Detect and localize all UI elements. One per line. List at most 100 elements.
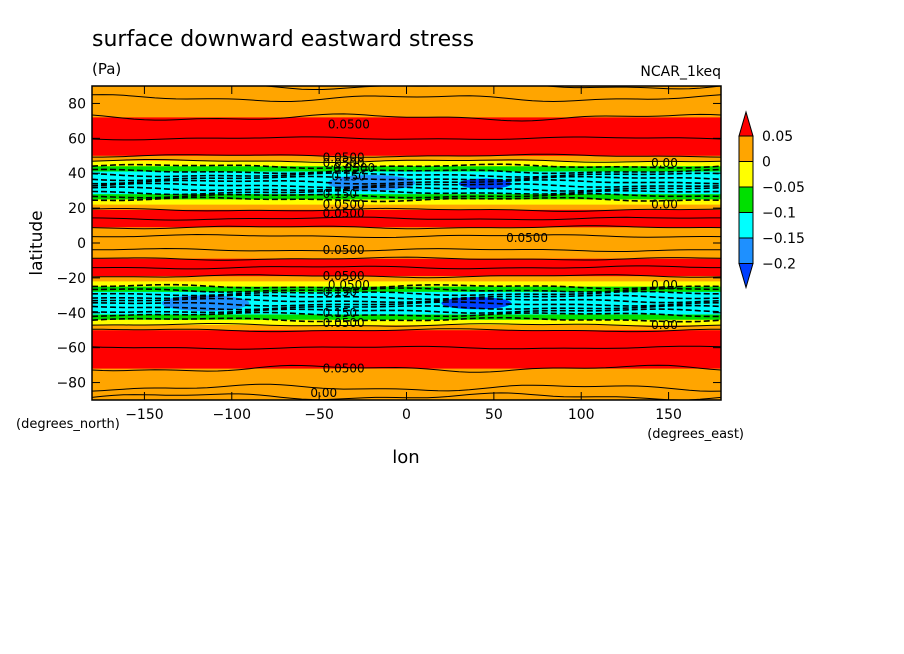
contour-line-solid-6 (92, 207, 721, 212)
contour-labels: 0.05000.05000.05000.05000.1500.1500.0500… (310, 117, 677, 400)
y-tick-label-2: 40 (68, 166, 86, 182)
contour-line-dashed-2 (92, 172, 721, 178)
contour-line-solid-1 (92, 94, 721, 103)
contour-line-dashed-17 (92, 308, 721, 314)
contour-band-13 (92, 276, 721, 282)
x-axis-label: lon (392, 447, 419, 468)
contour-line-solid-9 (92, 233, 721, 238)
contour-band-9 (92, 204, 721, 211)
contour-band-15 (92, 286, 721, 293)
contour-label-14: 0.150 (323, 285, 357, 299)
contour-label-20: 0.00 (310, 386, 337, 400)
contour-band-7 (92, 194, 721, 200)
contour-line-dashed-10 (92, 283, 721, 290)
contour-label-5: 0.150 (323, 187, 357, 201)
colorbar-label-5: −0.2 (762, 257, 796, 273)
contour-line-solid-18 (92, 383, 721, 392)
contour-label-12: 0.0500 (323, 269, 365, 283)
y-tick-label-0: 80 (68, 96, 86, 112)
contour-label-8: 0.00 (651, 156, 678, 170)
contour-band-5 (92, 166, 721, 172)
contour-line-solid-15 (92, 328, 721, 333)
contour-line-solid-10 (92, 247, 721, 252)
x-tick-label-4: 50 (485, 407, 503, 423)
x-tick-label-5: 100 (568, 407, 595, 423)
colorbar: 0.05 0 −0.05 −0.1 −0.15 −0.2 (738, 110, 805, 290)
contour-line-solid-8 (92, 225, 721, 230)
contour-line-dashed-13 (92, 294, 721, 301)
contour-line-dashed-3 (92, 175, 721, 182)
contour-label-16: 0.0500 (323, 316, 365, 330)
y-tick-label-7: −60 (56, 341, 86, 357)
x-tick-label-2: −50 (304, 407, 334, 423)
contour-lines (92, 86, 721, 400)
y-tick-label-4: 0 (77, 236, 86, 252)
y-tick-label-8: −80 (56, 376, 86, 392)
units-label: (Pa) (92, 60, 121, 78)
x-tick-label-6: 150 (655, 407, 682, 423)
contour-line-solid-7 (92, 216, 721, 221)
contour-line-dashed-9 (92, 196, 721, 203)
colorbar-segment-0 (738, 135, 754, 162)
colorbar-label-0: 0.05 (762, 129, 793, 145)
contour-line-dashed-19 (92, 316, 721, 323)
colorbar-label-2: −0.05 (762, 180, 805, 196)
colorbar-label-4: −0.15 (762, 231, 805, 247)
contour-band-19 (92, 324, 721, 331)
contour-label-19: 0.0500 (323, 362, 365, 376)
contour-label-9: 0.00 (651, 198, 678, 212)
axis-ticks (92, 86, 721, 400)
contour-line-solid-14 (92, 323, 721, 327)
contour-label-15: 0.150 (323, 306, 357, 320)
colorbar-segment-1 (738, 161, 754, 188)
y-tick-label-3: 20 (68, 201, 86, 217)
contour-band-12 (92, 258, 721, 277)
contour-label-13: 0.0500 (328, 278, 370, 292)
contour-label-1: 0.0500 (323, 151, 365, 165)
contour-band-3 (92, 155, 721, 162)
colorbar-bottom-arrow (738, 263, 754, 290)
contour-label-0: 0.0500 (328, 117, 370, 131)
contour-line-solid-17 (92, 364, 721, 373)
colorbar-segment-4 (738, 237, 754, 264)
contour-line-dashed-15 (92, 301, 721, 307)
contour-line-dashed-4 (92, 179, 721, 185)
contour-band-18 (92, 319, 721, 326)
contour-line-dashed-18 (92, 311, 721, 318)
contour-band-4 (92, 161, 721, 167)
contour-line-dashed-14 (92, 297, 721, 304)
chart-title: surface downward eastward stress (92, 27, 474, 52)
contour-label-11: 0.0500 (323, 243, 365, 257)
contour-line-solid-3 (92, 136, 721, 141)
contour-line-dashed-6 (92, 186, 721, 192)
x-tick-label-0: −150 (125, 407, 163, 423)
contour-line-solid-13 (92, 274, 721, 279)
contour-line-dashed-11 (92, 287, 721, 293)
contour-band-20 (92, 330, 721, 370)
contour-band-14 (92, 281, 721, 288)
contour-line-dashed-16 (92, 304, 721, 311)
contour-label-2: 0.0500 (323, 156, 365, 170)
y-units-label: (degrees_north) (16, 417, 120, 432)
contour-line-solid-16 (92, 345, 721, 350)
contour-label-4: 0.150 (331, 170, 365, 184)
y-tick-label-6: −40 (56, 306, 86, 322)
contour-label-3: 0.0500 (333, 161, 375, 175)
contour-label-18: 0.00 (651, 318, 678, 332)
colorbar-segment-3 (738, 212, 754, 239)
x-tick-label-1: −100 (213, 407, 251, 423)
contour-line-solid-5 (92, 159, 721, 164)
contour-line-solid-2 (92, 113, 721, 122)
filled-contour-bands (92, 86, 721, 400)
contour-band-17 (92, 314, 721, 321)
minimum-patch-3 (441, 297, 512, 310)
contour-line-dashed-0 (92, 163, 721, 170)
contour-label-6: 0.0500 (323, 198, 365, 212)
y-tick-label-5: −20 (56, 271, 86, 287)
contour-label-7: 0.0500 (323, 206, 365, 220)
contour-band-1 (92, 98, 721, 118)
colorbar-segment-2 (738, 186, 754, 213)
x-tick-labels: −150 −100 −50 0 50 100 150 (125, 407, 682, 423)
y-axis-label: latitude (27, 210, 47, 275)
x-units-label: (degrees_east) (647, 427, 744, 442)
